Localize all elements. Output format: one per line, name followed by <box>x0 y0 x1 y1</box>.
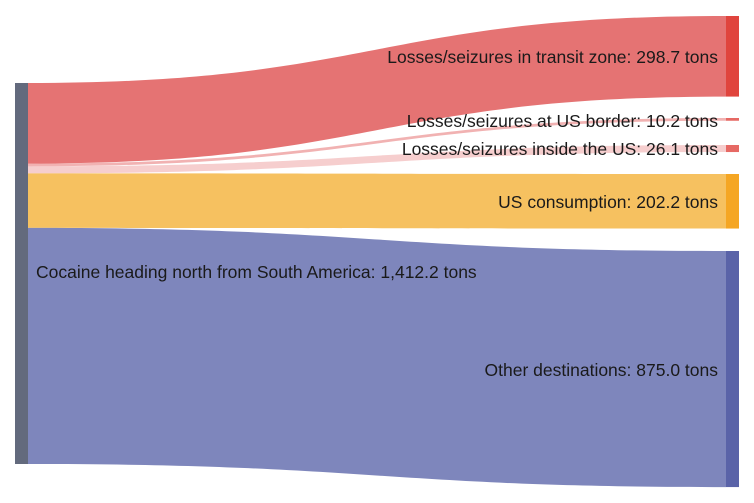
flow-link-inside-us <box>28 145 726 174</box>
target-node-inside-us <box>726 145 739 153</box>
target-label-consumption: US consumption: 202.2 tons <box>498 192 718 212</box>
target-label-inside-us: Losses/seizures inside the US: 26.1 tons <box>402 139 718 159</box>
source-node-label: Cocaine heading north from South America… <box>36 262 477 282</box>
target-label-border: Losses/seizures at US border: 10.2 tons <box>407 111 719 131</box>
sankey-nodes <box>15 16 739 488</box>
sankey-links <box>28 16 726 488</box>
target-label-transit: Losses/seizures in transit zone: 298.7 t… <box>387 47 718 67</box>
flow-link-border <box>28 118 726 167</box>
target-node-border <box>726 118 739 121</box>
target-label-other: Other destinations: 875.0 tons <box>485 360 719 380</box>
source-node <box>15 83 28 464</box>
target-node-consumption <box>726 174 739 229</box>
target-node-other <box>726 251 739 488</box>
flow-link-consumption <box>28 173 726 229</box>
flow-link-other <box>28 227 726 488</box>
target-node-transit <box>726 16 739 97</box>
sankey-labels: Cocaine heading north from South America… <box>36 47 718 380</box>
flow-link-transit <box>28 16 726 164</box>
